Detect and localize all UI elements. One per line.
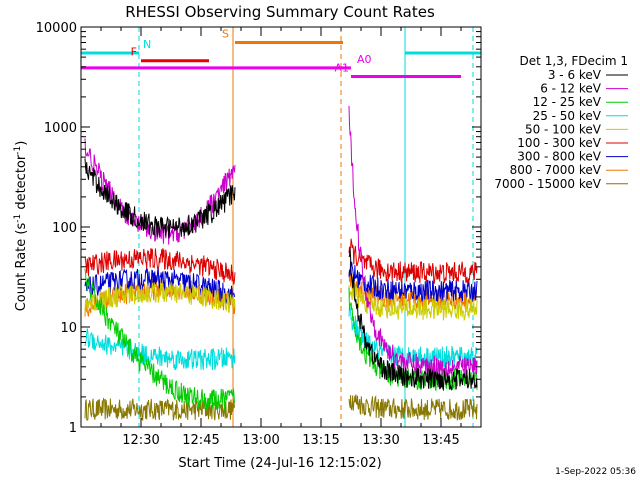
- x-tick-label-0: 12:30: [122, 433, 159, 448]
- y-tick-label-1: 10: [60, 321, 77, 336]
- flag-label-0: N: [143, 38, 151, 51]
- flag-label-5: A1: [334, 61, 349, 74]
- series-line-8-b: [348, 394, 478, 421]
- y-tick-label-4: 10000: [36, 21, 77, 36]
- x-tick-label-1: 12:45: [182, 433, 219, 448]
- series-line-2-a: [84, 268, 236, 411]
- legend-label-5: 100 - 300 keV: [517, 136, 601, 150]
- series-line-5-a: [84, 248, 236, 285]
- x-tick-label-2: 13:00: [242, 433, 279, 448]
- series-line-3-a: [84, 328, 236, 371]
- chart-title: RHESSI Observing Summary Count Rates: [125, 3, 435, 21]
- legend-label-7: 800 - 7000 keV: [510, 163, 602, 177]
- y-tick-label-2: 100: [52, 221, 77, 236]
- series-line-6-b: [348, 260, 478, 302]
- y-tick-label-0: 1: [69, 421, 77, 436]
- series-line-1-a: [84, 138, 236, 245]
- legend-label-1: 6 - 12 keV: [540, 82, 602, 96]
- legend-label-0: 3 - 6 keV: [548, 68, 602, 82]
- x-tick-label-4: 13:30: [362, 433, 399, 448]
- flag-label-2: F: [131, 46, 137, 59]
- series-line-3-b: [348, 304, 478, 368]
- axes: 1 10 100 1000 10000 12:30 12:45 13:00 13:15 13:30…: [36, 21, 482, 448]
- legend-label-3: 25 - 50 keV: [533, 109, 602, 123]
- flag-label-6: A0: [357, 53, 372, 66]
- flag-bars: NF S A1 A0: [81, 27, 481, 78]
- series-line-0-b: [348, 248, 478, 392]
- x-tick-label-3: 13:15: [302, 433, 339, 448]
- series-line-4-b: [348, 282, 478, 322]
- footer-date: 1-Sep-2022 05:36: [555, 467, 636, 477]
- series-line-1-b: [348, 105, 478, 379]
- y-axis-label: Count Rate (s-1 detector-1): [13, 141, 29, 312]
- series-line-5-b: [348, 238, 478, 285]
- plot-area: [80, 27, 478, 427]
- x-tick-label-5: 13:45: [422, 433, 459, 448]
- legend-label-2: 12 - 25 keV: [533, 95, 602, 109]
- series-line-0-a: [84, 158, 236, 239]
- y-tick-label-3: 1000: [44, 121, 77, 136]
- legend-title: Det 1,3, FDecim 1: [520, 54, 628, 68]
- legend-label-8: 7000 - 15000 keV: [494, 177, 601, 191]
- x-axis-label: Start Time (24-Jul-16 12:15:02): [178, 456, 381, 471]
- series-line-4-a: [84, 282, 236, 314]
- series-line-8-a: [84, 397, 236, 422]
- legend-label-4: 50 - 100 keV: [525, 122, 602, 136]
- legend-label-6: 300 - 800 keV: [517, 150, 601, 164]
- series-line-6-a: [84, 267, 236, 306]
- flag-label-3: S: [222, 27, 229, 40]
